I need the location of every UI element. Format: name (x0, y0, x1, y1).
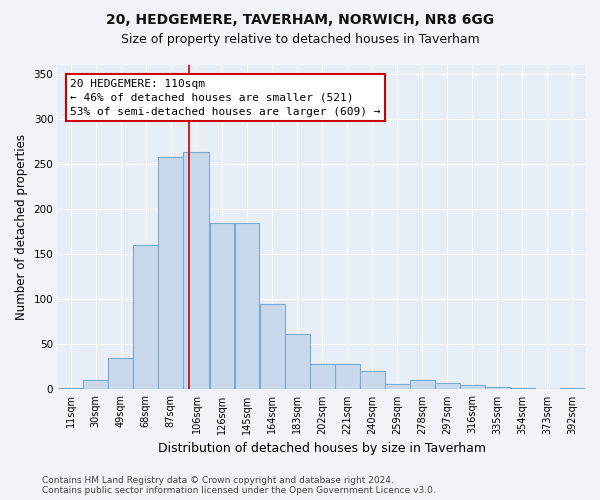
Bar (510, 388, 535, 390)
Bar (310, 364, 335, 390)
Bar (385, 384, 410, 390)
Text: Contains HM Land Registry data © Crown copyright and database right 2024.: Contains HM Land Registry data © Crown c… (42, 476, 394, 485)
Bar (410, 380, 434, 390)
Bar (485, 386, 510, 390)
Bar (83, 380, 108, 390)
Text: Contains public sector information licensed under the Open Government Licence v3: Contains public sector information licen… (42, 486, 436, 495)
Bar (435, 383, 460, 390)
Bar (58, 388, 83, 390)
Bar (535, 388, 560, 390)
Bar (460, 385, 485, 390)
Bar (133, 245, 158, 390)
Bar (184, 152, 209, 390)
Text: 20, HEDGEMERE, TAVERHAM, NORWICH, NR8 6GG: 20, HEDGEMERE, TAVERHAM, NORWICH, NR8 6G… (106, 12, 494, 26)
Bar (335, 364, 359, 390)
Y-axis label: Number of detached properties: Number of detached properties (15, 134, 28, 320)
Bar (109, 358, 133, 390)
Bar (360, 370, 385, 390)
Bar (560, 388, 585, 390)
Bar (158, 157, 183, 390)
Text: Size of property relative to detached houses in Taverham: Size of property relative to detached ho… (121, 32, 479, 46)
Bar (235, 222, 259, 390)
Text: 20 HEDGEMERE: 110sqm
← 46% of detached houses are smaller (521)
53% of semi-deta: 20 HEDGEMERE: 110sqm ← 46% of detached h… (70, 78, 380, 116)
Bar (210, 222, 235, 390)
Bar (260, 304, 284, 390)
X-axis label: Distribution of detached houses by size in Taverham: Distribution of detached houses by size … (158, 442, 485, 455)
Bar (285, 334, 310, 390)
